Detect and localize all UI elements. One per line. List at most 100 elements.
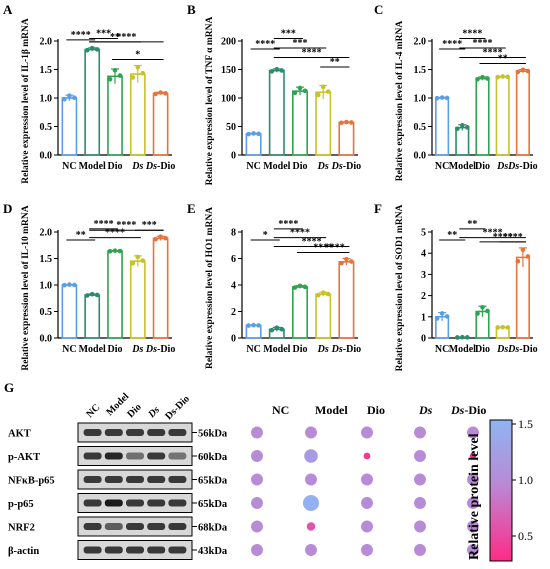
x-tick-label-ds: Ds xyxy=(496,344,508,355)
data-point xyxy=(349,259,354,264)
blot-band xyxy=(83,523,102,530)
lane-label-ds-dio: Ds-Dio xyxy=(163,394,192,423)
kda-label: 56kDa xyxy=(198,429,228,440)
data-point xyxy=(67,282,72,287)
blot-protein-label: NFκB-p65 xyxy=(8,476,55,487)
data-point xyxy=(344,256,349,262)
x-tick-label-nc: NC xyxy=(435,161,449,172)
x-tick-label-model: Model xyxy=(263,161,290,172)
y-tick-label: 0.5 xyxy=(40,122,53,133)
dot-nf-b-p65-ds-dio xyxy=(467,473,479,486)
panel-letter-b: B xyxy=(187,2,196,17)
x-tick-label-ds-dio: Ds-Dio xyxy=(507,161,537,172)
data-point xyxy=(460,334,465,340)
significance-label: ** xyxy=(330,57,340,68)
y-tick-label: 8 xyxy=(231,228,236,239)
dot-matrix-column-dio: Dio xyxy=(367,403,385,417)
significance-label: **** xyxy=(483,228,503,239)
data-point xyxy=(525,254,531,259)
data-point xyxy=(444,95,450,101)
kda-label: 43kDa xyxy=(198,546,228,557)
blot-band xyxy=(104,476,123,483)
colorbar-tick-1-5: 1.5 xyxy=(518,417,533,431)
y-tick-label: 0 xyxy=(421,334,426,345)
significance-label: **** xyxy=(473,38,493,49)
data-point xyxy=(94,47,100,52)
blot-band xyxy=(126,429,144,436)
bar-ds xyxy=(315,91,332,156)
panel-letter-g: G xyxy=(4,380,14,395)
blot-band xyxy=(147,429,166,436)
x-tick-label-ds-dio: Ds-Dio xyxy=(331,161,361,172)
dot-p-p65-ds-dio xyxy=(467,497,479,509)
data-point xyxy=(500,324,506,330)
data-point xyxy=(455,126,460,132)
data-point xyxy=(72,282,77,288)
y-axis-label: Relative expression level of IL-1β mRNA xyxy=(21,18,31,184)
x-tick-label-nc: NC xyxy=(62,161,76,172)
y-tick-label: 4 xyxy=(231,281,236,292)
data-point xyxy=(339,120,344,126)
bar-model xyxy=(268,69,285,156)
dot-p-p65-nc xyxy=(251,497,263,509)
data-point xyxy=(434,95,440,101)
blot-band xyxy=(83,546,102,554)
y-tick-label: 200 xyxy=(221,37,236,48)
y-tick-label: 100 xyxy=(221,94,236,105)
data-point xyxy=(480,304,485,310)
data-point xyxy=(325,291,331,297)
bar-dio xyxy=(475,77,490,156)
y-tick-label: 2.0 xyxy=(414,37,427,48)
significance-label: *** xyxy=(293,38,308,49)
data-point xyxy=(292,90,298,96)
significance-label: ** xyxy=(498,54,508,65)
data-point xyxy=(349,120,354,125)
blot-band xyxy=(168,499,187,507)
bar-ds-dio xyxy=(515,256,530,339)
data-point xyxy=(251,322,256,328)
y-tick-label: 1.5 xyxy=(40,254,53,265)
bar-dio xyxy=(292,286,308,339)
significance-label: * xyxy=(135,50,140,61)
y-tick-label: 0 xyxy=(231,151,236,162)
dot-nrf2-nc xyxy=(251,520,263,533)
blot-row-actin: β-actin 43kDa xyxy=(8,540,228,560)
blot-band xyxy=(126,476,144,483)
data-point xyxy=(520,67,526,73)
data-point xyxy=(302,88,308,94)
x-tick-label-dio: Dio xyxy=(108,161,123,172)
significance-label: **** xyxy=(94,219,114,230)
data-point xyxy=(269,327,275,333)
data-point xyxy=(89,291,95,297)
panel-b: B 0 50 100 150 200 Relative expression level o… xyxy=(187,2,361,185)
x-tick-label-nc: NC xyxy=(246,161,260,172)
data-point xyxy=(515,69,521,75)
data-point xyxy=(140,258,146,263)
data-point xyxy=(94,292,100,298)
bar-nc xyxy=(245,133,262,156)
data-point xyxy=(297,283,303,289)
blot-band xyxy=(168,523,187,530)
blot-band xyxy=(126,452,144,460)
data-point xyxy=(274,325,280,331)
western-blot-rows: AKT 56kDa p-AKT 60kDa NFκB-p65 65kDa p-p65 65kD… xyxy=(8,422,228,560)
dot-akt-dio xyxy=(361,426,373,439)
dot-matrix-column-ds: Ds xyxy=(418,403,433,417)
x-tick-label-ds-dio: Ds-Dio xyxy=(145,161,175,172)
dot-akt-model xyxy=(305,426,317,439)
bar-nc xyxy=(61,97,78,156)
data-point xyxy=(520,247,526,253)
x-tick-label-dio: Dio xyxy=(475,161,490,172)
data-point xyxy=(153,91,158,97)
dot-akt-nc xyxy=(251,426,263,439)
blot-band xyxy=(147,546,166,554)
dot-nrf2-ds-dio xyxy=(467,520,479,533)
data-point xyxy=(163,91,168,96)
x-tick-label-nc: NC xyxy=(62,344,76,355)
colorbar-tick-0-5: 0.5 xyxy=(518,529,533,543)
panel-f: F 0 1 2 3 4 5 Relative expression level of SOD1… xyxy=(374,201,538,371)
blot-band xyxy=(83,452,102,460)
kda-label: 60kDa xyxy=(198,452,228,463)
y-tick-label: 4 xyxy=(421,249,426,260)
y-axis-label: Relative expression level of IL-4 mRNA xyxy=(395,21,405,182)
